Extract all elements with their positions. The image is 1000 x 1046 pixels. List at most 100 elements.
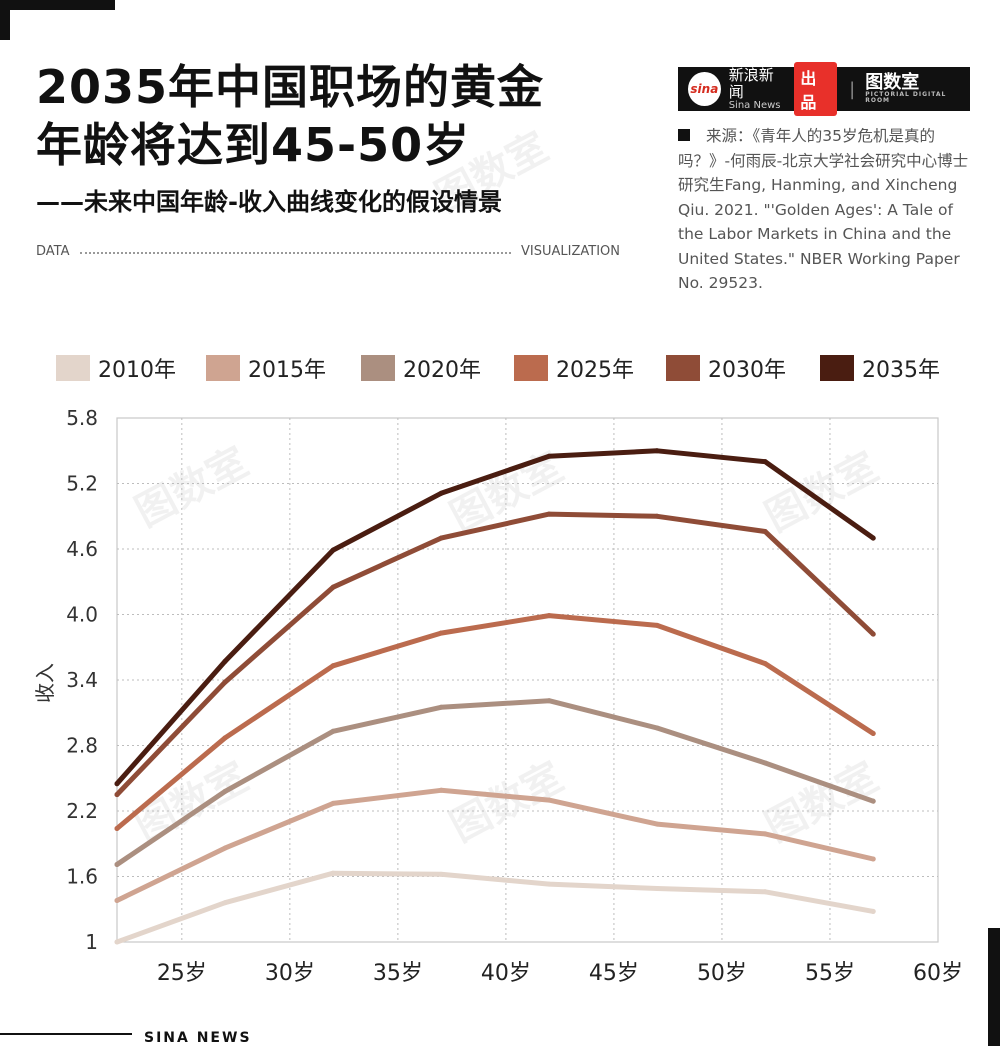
x-tick-label: 45岁 (589, 961, 639, 986)
data-point (222, 735, 228, 741)
data-point (546, 613, 552, 619)
data-point (222, 900, 228, 906)
sina-logo-icon: sina (688, 72, 721, 106)
data-point (870, 535, 876, 541)
legend-label: 2035年 (862, 358, 940, 383)
data-label: DATA (36, 244, 70, 259)
series-line-2035年 (114, 448, 876, 787)
data-point (546, 881, 552, 887)
dotted-divider (79, 251, 511, 254)
data-point (870, 856, 876, 862)
footer-brand: SINA NEWS (144, 1030, 252, 1046)
brand-tagline: PICTORIAL DIGITAL ROOM (865, 91, 947, 104)
data-point (762, 661, 768, 667)
legend-item: 2030年 (666, 352, 786, 384)
y-axis-title: 收入 (33, 663, 57, 703)
data-point (762, 529, 768, 535)
legend-swatch (820, 355, 854, 381)
x-tick-label: 25岁 (157, 961, 207, 986)
data-point (222, 658, 228, 664)
x-tick-label: 40岁 (481, 961, 531, 986)
data-point (114, 939, 120, 945)
data-point (654, 821, 660, 827)
data-point (870, 908, 876, 914)
data-point (654, 448, 660, 454)
data-point (546, 453, 552, 459)
series-line-2020年 (114, 698, 876, 867)
data-point (654, 622, 660, 628)
y-tick-label: 1 (85, 930, 98, 954)
data-point (330, 584, 336, 590)
data-point (762, 831, 768, 837)
data-point (438, 490, 444, 496)
frame-corner-top-left-vertical (0, 0, 10, 40)
y-tick-label: 2.2 (66, 799, 98, 823)
data-point (222, 679, 228, 685)
series-line-2025年 (114, 613, 876, 831)
data-point (114, 898, 120, 904)
data-point (546, 698, 552, 704)
data-point (438, 871, 444, 877)
page-title-line-1: 2035年中国职场的黄金 (36, 60, 545, 114)
brand-name: 图数室 (865, 72, 920, 93)
visualization-label: VISUALIZATION (521, 244, 620, 259)
data-point (330, 800, 336, 806)
y-tick-label: 5.8 (66, 406, 98, 430)
legend-item: 2020年 (361, 352, 481, 384)
data-visualization-row: DATA VISUALIZATION (36, 244, 620, 259)
data-point (114, 781, 120, 787)
data-point (870, 798, 876, 804)
data-point (762, 760, 768, 766)
logo-separator: | (849, 78, 856, 100)
x-tick-label: 50岁 (697, 961, 747, 986)
y-tick-label: 4.0 (66, 603, 98, 627)
news-name-en: Sina News (728, 100, 781, 111)
logo-bar: sina 新浪新闻 Sina News 出品 | 图数室 PICTORIAL D… (678, 62, 970, 116)
legend-swatch (56, 355, 90, 381)
y-tick-label: 5.2 (66, 472, 98, 496)
page-subtitle: ——未来中国年龄-收入曲线变化的假设情景 (36, 188, 502, 216)
news-name-cn: 新浪新闻 (728, 66, 774, 101)
legend-item: 2035年 (820, 352, 940, 384)
source-note: 来源：《青年人的35岁危机是真的吗？》-何雨辰-北京大学社会研究中心博士研究生F… (678, 124, 978, 296)
legend-swatch (666, 355, 700, 381)
page-title-line-2: 年龄将达到45-50岁 (36, 118, 471, 172)
legend-label: 2030年 (708, 358, 786, 383)
chart-legend: 2010年 2015年 2020年 2025年 2030年 2035年 (56, 352, 956, 384)
data-point (438, 704, 444, 710)
data-point (222, 788, 228, 794)
x-tick-label: 55岁 (805, 961, 855, 986)
data-point (870, 730, 876, 736)
footer-rule (0, 1033, 132, 1035)
data-point (870, 631, 876, 637)
source-bullet-icon (678, 129, 690, 141)
y-tick-label: 4.6 (66, 537, 98, 561)
data-point (762, 459, 768, 465)
y-tick-label: 3.4 (66, 668, 98, 692)
data-point (654, 725, 660, 731)
data-point (114, 825, 120, 831)
data-point (438, 535, 444, 541)
legend-item: 2015年 (206, 352, 326, 384)
series-line-2015年 (114, 787, 876, 903)
data-point (438, 787, 444, 793)
data-point (438, 630, 444, 636)
data-point (546, 511, 552, 517)
x-tick-label: 60岁 (913, 961, 963, 986)
legend-item: 2025年 (514, 352, 634, 384)
data-point (330, 547, 336, 553)
data-point (114, 861, 120, 867)
brand-logo: 图数室 PICTORIAL DIGITAL ROOM (865, 74, 970, 104)
title-block: 2035年中国职场的黄金 年龄将达到45-50岁 ——未来中国年龄-收入曲线变化… (36, 58, 636, 217)
legend-swatch (514, 355, 548, 381)
data-point (546, 797, 552, 803)
y-tick-label: 1.6 (66, 865, 98, 889)
product-badge: 出品 (794, 62, 838, 116)
legend-swatch (361, 355, 395, 381)
series-line-2030年 (114, 511, 876, 798)
data-point (330, 728, 336, 734)
data-point (114, 792, 120, 798)
frame-corner-top-left-horizontal (0, 0, 115, 10)
legend-label: 2020年 (403, 358, 481, 383)
